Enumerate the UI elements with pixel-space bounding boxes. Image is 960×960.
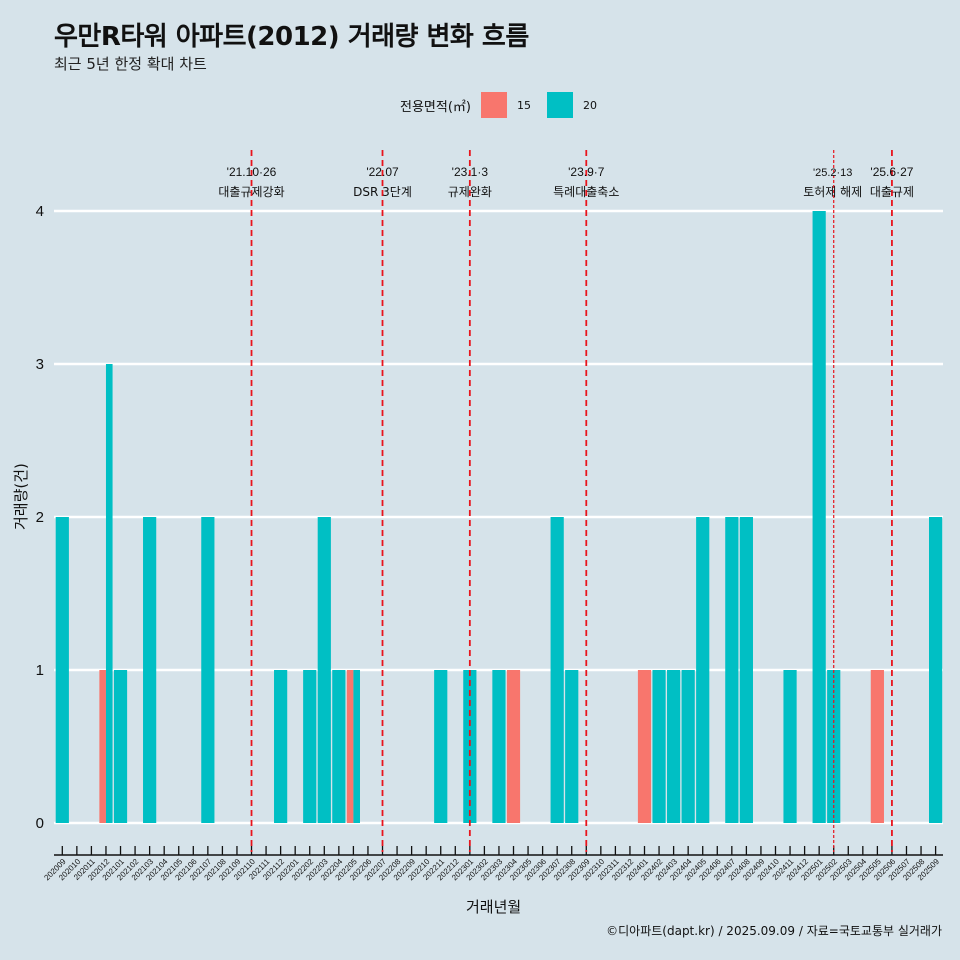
bar-20-202404: [681, 670, 695, 823]
event-label: 대출규제강화: [218, 185, 284, 199]
legend: 전용면적(㎡) 15 20: [400, 92, 613, 118]
bar-20-202407: [725, 517, 739, 823]
bar-20-202408: [739, 517, 753, 823]
x-axis-label: 거래년월: [466, 898, 522, 916]
event-date: '23.9·7: [568, 165, 605, 179]
bar-20-202501: [812, 211, 826, 823]
bar-15-202401: [637, 670, 652, 823]
legend-swatch-15: [480, 92, 507, 118]
legend-label-20: 20: [582, 98, 597, 112]
bar-20-202203: [317, 517, 331, 823]
y-tick-label: 1: [36, 662, 44, 679]
event-label: 특례대출축소: [553, 185, 619, 199]
bar-20-202205: [353, 670, 360, 823]
y-tick-label: 3: [36, 356, 44, 373]
bar-20-202402: [652, 670, 666, 823]
bar-20-202405: [696, 517, 710, 823]
bar-20-202301: [463, 670, 477, 823]
bar-20-202403: [667, 670, 681, 823]
bar-20-202308: [565, 670, 579, 823]
y-tick-label: 4: [36, 203, 44, 220]
legend-swatch-20: [546, 92, 573, 118]
y-tick-label: 2: [36, 509, 44, 526]
bar-20-202211: [434, 670, 448, 823]
bar-20-202012: [105, 364, 113, 823]
footer-credit: ©디아파트(dapt.kr) / 2025.09.09 / 자료=국토교통부 실…: [606, 924, 942, 938]
bar-20-202307: [550, 517, 564, 823]
bar-20-202101: [113, 670, 128, 823]
bar-15-202205: [346, 670, 354, 823]
chart-subtitle: 최근 5년 한정 확대 차트: [54, 55, 207, 73]
bar-20-202009: [55, 517, 69, 823]
bar-20-202204: [332, 670, 346, 823]
y-tick-label: 0: [36, 815, 44, 832]
legend-title: 전용면적(㎡): [400, 99, 471, 115]
bar-20-202509: [929, 517, 943, 823]
bar-20-202411: [783, 670, 797, 823]
bar-15-202505: [870, 670, 884, 823]
event-date: '25.6·27: [870, 165, 913, 179]
bar-15-202012: [99, 670, 106, 823]
event-label: 대출규제: [870, 185, 914, 199]
bar-20-202107: [201, 517, 215, 823]
y-axis-label: 거래량(건): [12, 463, 30, 530]
chart-title: 우만R타워 아파트(2012) 거래량 변화 흐름: [54, 22, 529, 52]
bar-20-202103: [143, 517, 157, 823]
event-date: '25.2·13: [813, 167, 852, 179]
event-date: '22.07: [366, 165, 399, 179]
event-date: '23.1·3: [452, 165, 489, 179]
bar-15-202304: [506, 670, 521, 823]
event-date: '21.10·26: [227, 165, 277, 179]
bar-20-202303: [492, 670, 506, 823]
bar-20-202202: [303, 670, 317, 823]
legend-label-15: 15: [516, 98, 531, 112]
bar-20-202112: [274, 670, 288, 823]
event-label: 토허제 해제: [803, 185, 862, 199]
event-label: DSR 3단계: [353, 185, 412, 199]
event-label: 규제완화: [448, 185, 492, 199]
